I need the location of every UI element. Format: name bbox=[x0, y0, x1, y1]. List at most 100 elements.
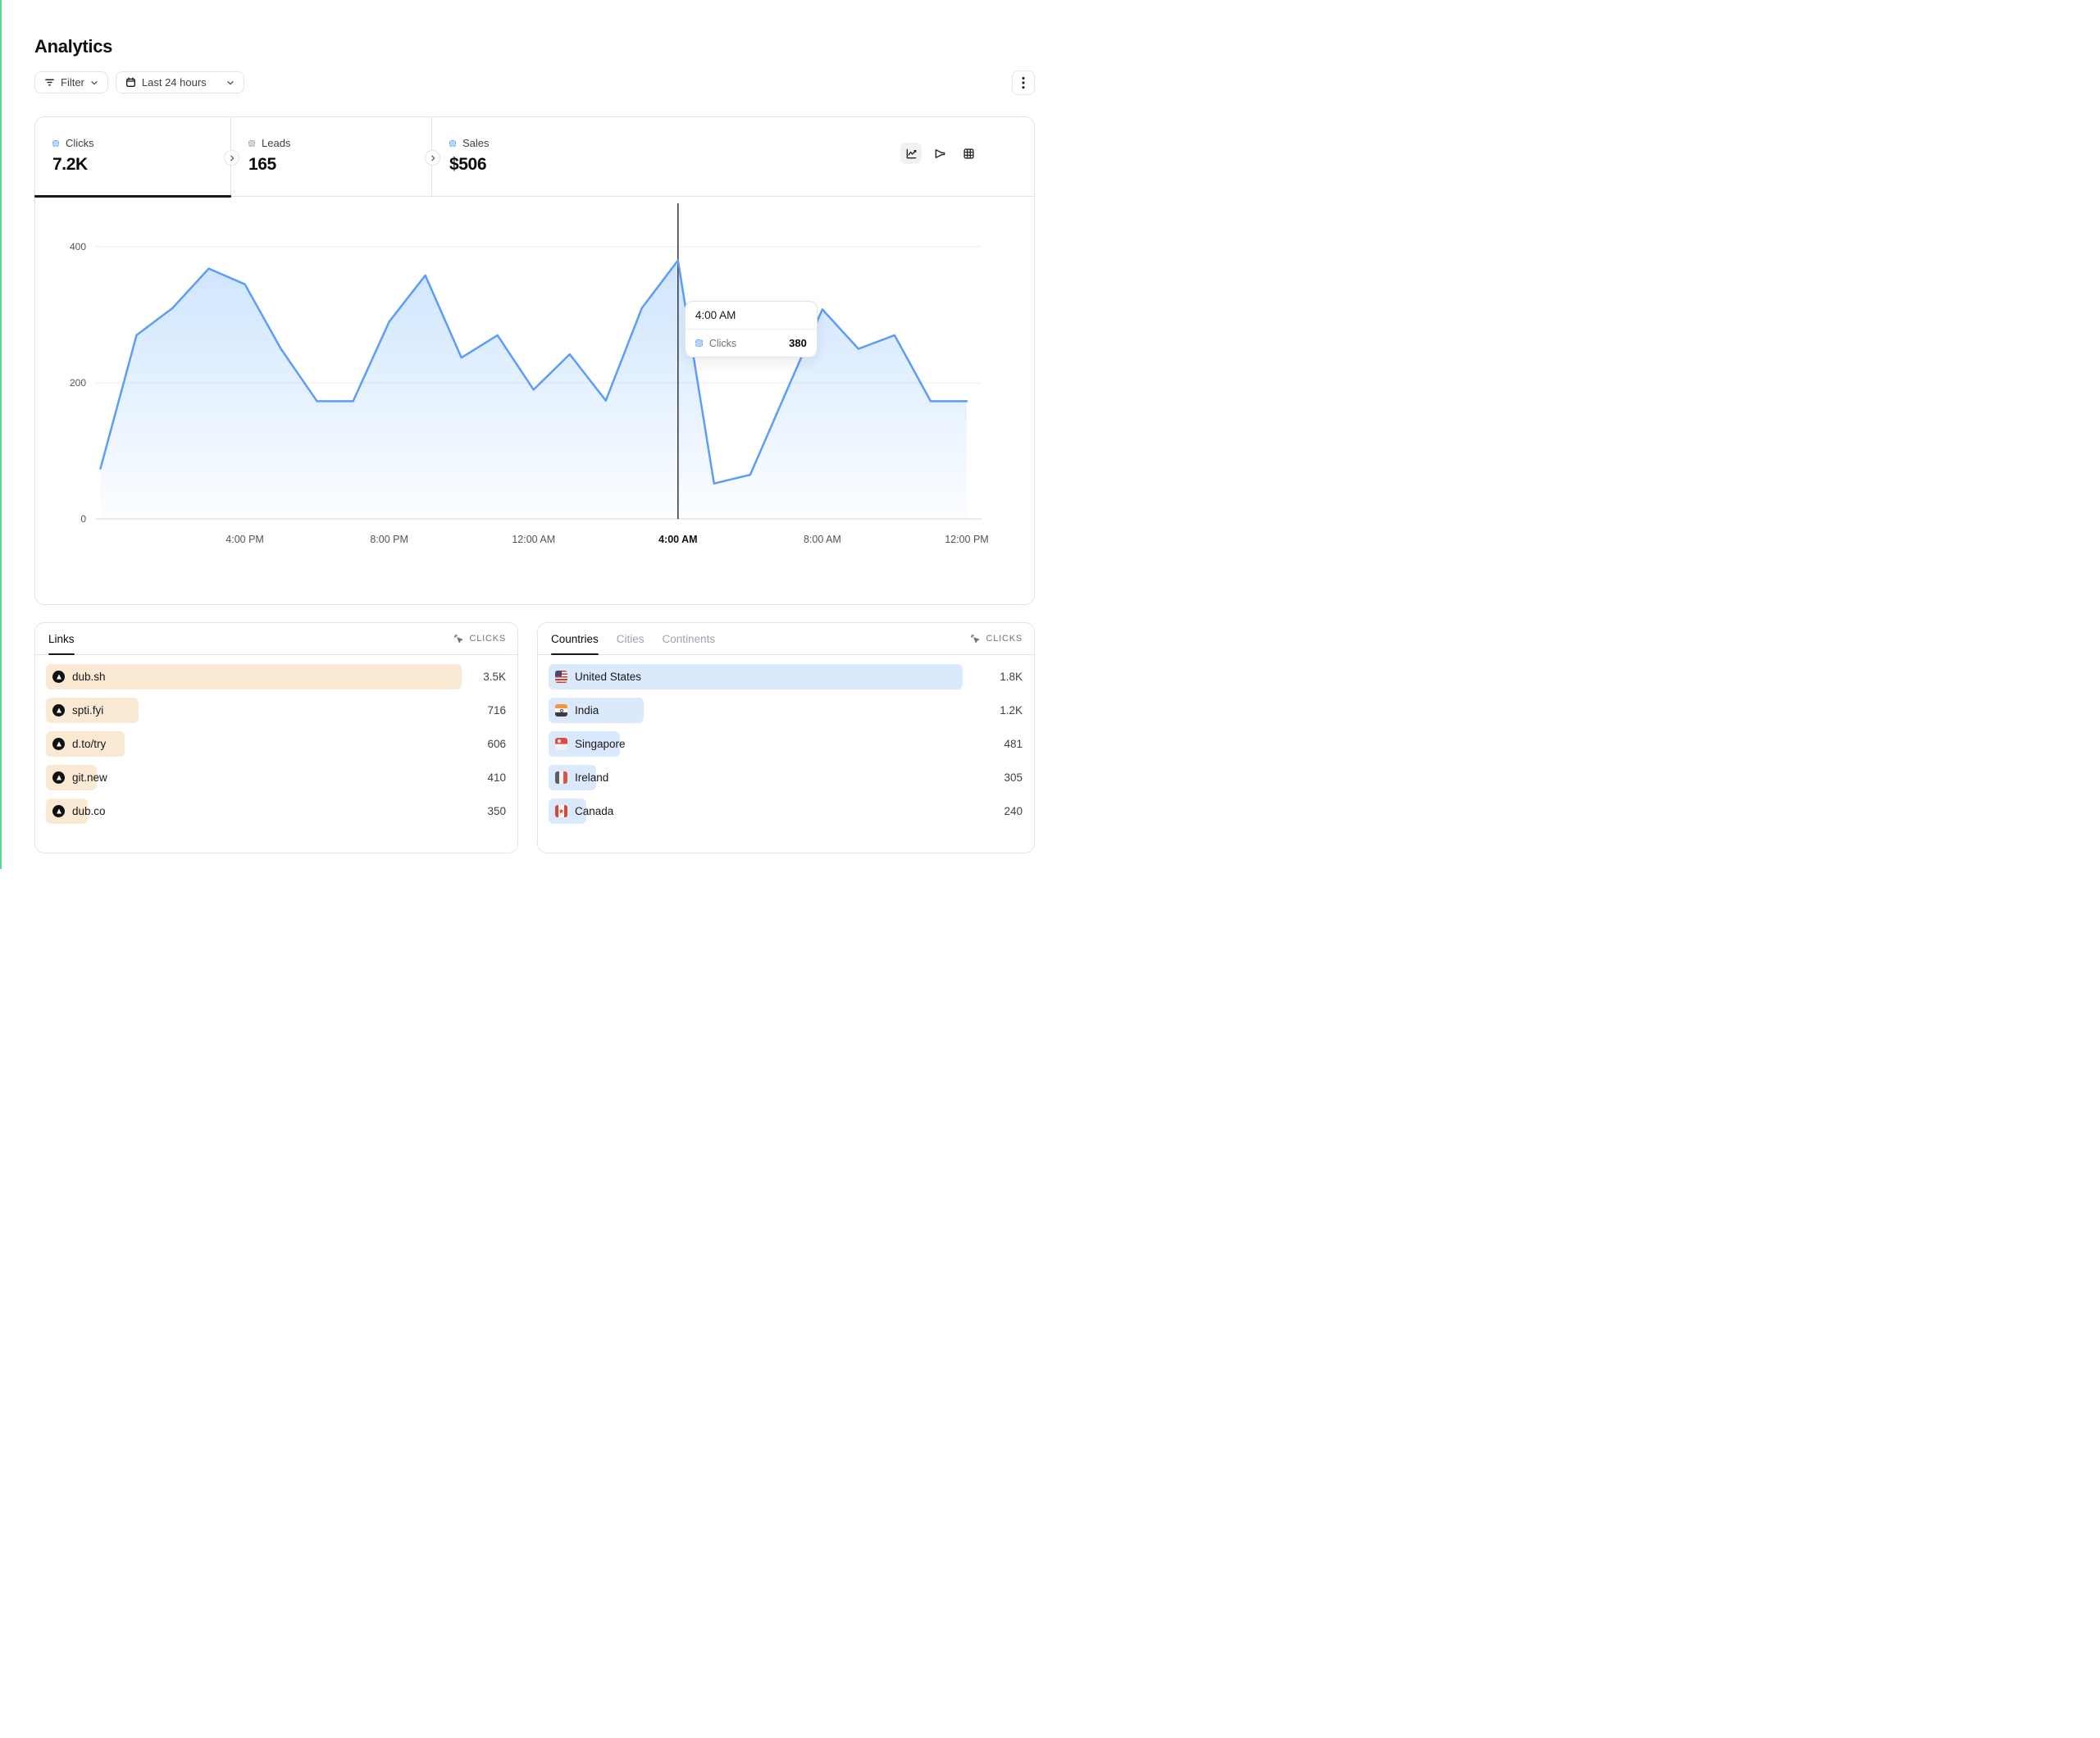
filter-icon bbox=[45, 79, 54, 86]
clicks-indicator-icon bbox=[52, 139, 59, 147]
countries-tabset: Countries Cities Continents bbox=[551, 623, 716, 655]
row-value: 305 bbox=[1004, 771, 1023, 784]
expand-leads-chevron[interactable] bbox=[425, 150, 440, 166]
window-edge-accent bbox=[0, 0, 2, 869]
row-label: d.to/try bbox=[72, 738, 107, 750]
tab-countries[interactable]: Countries bbox=[551, 623, 599, 655]
row-value: 1.8K bbox=[1000, 671, 1023, 683]
link-favicon-icon bbox=[52, 738, 65, 750]
x-axis-tick: 8:00 AM bbox=[803, 534, 841, 545]
calendar-icon bbox=[125, 77, 135, 87]
flag-ie-icon bbox=[555, 771, 567, 784]
clicks-line bbox=[99, 259, 968, 485]
list-item[interactable]: dub.sh 3.5K bbox=[46, 664, 508, 689]
chevron-down-icon bbox=[227, 80, 234, 84]
row-label: Singapore bbox=[575, 738, 626, 750]
filter-label: Filter bbox=[61, 76, 84, 89]
countries-metric-selector[interactable]: CLICKS bbox=[970, 634, 1023, 644]
links-tabset: Links bbox=[48, 623, 75, 655]
cursor-click-icon bbox=[971, 634, 980, 643]
row-label: United States bbox=[575, 671, 642, 683]
links-panel: Links CLICKS dub.sh 3.5K spti.fyi 716 d.to/t… bbox=[34, 622, 518, 853]
tab-continents[interactable]: Continents bbox=[662, 632, 716, 645]
stat-tab-clicks[interactable]: Clicks 7.2K bbox=[34, 117, 231, 198]
expand-clicks-chevron[interactable] bbox=[224, 150, 239, 166]
row-value: 1.2K bbox=[1000, 704, 1023, 717]
tab-cities[interactable]: Cities bbox=[616, 632, 645, 645]
link-favicon-icon bbox=[52, 805, 65, 817]
row-label: spti.fyi bbox=[72, 704, 104, 717]
link-favicon-icon bbox=[52, 704, 65, 717]
row-value: 606 bbox=[487, 738, 506, 750]
stat-value-clicks: 7.2K bbox=[52, 155, 88, 174]
row-label: dub.co bbox=[72, 805, 106, 817]
countries-metric-label: CLICKS bbox=[986, 634, 1023, 644]
list-item[interactable]: India 1.2K bbox=[549, 698, 1024, 723]
cursor-click-icon bbox=[454, 634, 463, 643]
list-item[interactable]: Ireland 305 bbox=[549, 765, 1024, 790]
x-axis-tick: 8:00 PM bbox=[370, 534, 408, 545]
row-label: git.new bbox=[72, 771, 107, 784]
row-value: 410 bbox=[487, 771, 506, 784]
funnel-chart-icon bbox=[935, 148, 945, 158]
y-axis-tick: 0 bbox=[80, 513, 86, 525]
line-chart-icon bbox=[906, 148, 916, 158]
analytics-card: Clicks 7.2K Leads 165 Sales bbox=[34, 116, 1035, 605]
list-item[interactable]: d.to/try 606 bbox=[46, 731, 508, 757]
toolbar: Filter Last 24 hours bbox=[34, 70, 1035, 95]
row-label: India bbox=[575, 704, 599, 717]
x-axis-tick: 4:00 PM bbox=[225, 534, 264, 545]
links-metric-label: CLICKS bbox=[469, 634, 506, 644]
list-item[interactable]: git.new 410 bbox=[46, 765, 508, 790]
stat-value-leads: 165 bbox=[248, 155, 276, 174]
filter-button[interactable]: Filter bbox=[34, 71, 108, 93]
row-label: Canada bbox=[575, 805, 614, 817]
row-label: dub.sh bbox=[72, 671, 106, 683]
row-value: 350 bbox=[487, 805, 506, 817]
value-bar bbox=[46, 664, 462, 689]
row-value: 3.5K bbox=[483, 671, 506, 683]
date-range-button[interactable]: Last 24 hours bbox=[115, 71, 244, 93]
leads-indicator-icon bbox=[248, 139, 255, 147]
stat-tab-leads[interactable]: Leads 165 bbox=[231, 117, 432, 196]
chevron-right-icon bbox=[230, 155, 234, 161]
row-value: 716 bbox=[487, 704, 506, 717]
y-axis-tick: 400 bbox=[69, 241, 86, 253]
chevron-down-icon bbox=[91, 80, 98, 84]
stat-label: Leads bbox=[262, 137, 291, 149]
page-title: Analytics bbox=[34, 36, 113, 57]
flag-in-icon bbox=[555, 704, 567, 717]
tooltip-value: 380 bbox=[789, 337, 807, 349]
more-options-button[interactable] bbox=[1012, 70, 1035, 95]
sales-indicator-icon bbox=[449, 139, 456, 147]
list-item[interactable]: Canada 240 bbox=[549, 798, 1024, 824]
tooltip-series-icon bbox=[695, 339, 703, 347]
stats-row: Clicks 7.2K Leads 165 Sales bbox=[34, 117, 1034, 198]
active-stat-underline bbox=[34, 195, 231, 198]
chevron-right-icon bbox=[430, 155, 435, 161]
chart-type-switcher bbox=[900, 143, 979, 164]
clicks-time-series-chart[interactable]: 400 200 0 4:00 PM 8:00 PM 12:00 AM 4:00 AM 8:0… bbox=[35, 197, 1034, 604]
tooltip-series-label: Clicks bbox=[708, 337, 737, 349]
tab-links[interactable]: Links bbox=[48, 623, 75, 655]
stat-tab-sales[interactable]: Sales $506 bbox=[432, 117, 1034, 196]
countries-panel: Countries Cities Continents CLICKS United … bbox=[537, 622, 1035, 853]
kebab-icon bbox=[1022, 76, 1025, 89]
x-axis-tick: 4:00 AM bbox=[658, 534, 698, 545]
table-view-button[interactable] bbox=[958, 143, 979, 164]
row-value: 481 bbox=[1004, 738, 1023, 750]
list-item[interactable]: Singapore 481 bbox=[549, 731, 1024, 757]
list-item[interactable]: spti.fyi 716 bbox=[46, 698, 508, 723]
row-label: Ireland bbox=[575, 771, 609, 784]
link-favicon-icon bbox=[52, 671, 65, 683]
stat-value-sales: $506 bbox=[449, 155, 487, 174]
table-grid-icon bbox=[963, 148, 974, 159]
links-metric-selector[interactable]: CLICKS bbox=[453, 634, 506, 644]
flag-sg-icon bbox=[555, 738, 567, 750]
line-chart-view-button[interactable] bbox=[900, 143, 922, 164]
link-favicon-icon bbox=[52, 771, 65, 784]
list-item[interactable]: United States 1.8K bbox=[549, 664, 1024, 689]
chart-tooltip: 4:00 AM Clicks 380 bbox=[684, 301, 818, 357]
funnel-chart-view-button[interactable] bbox=[929, 143, 950, 164]
list-item[interactable]: dub.co 350 bbox=[46, 798, 508, 824]
